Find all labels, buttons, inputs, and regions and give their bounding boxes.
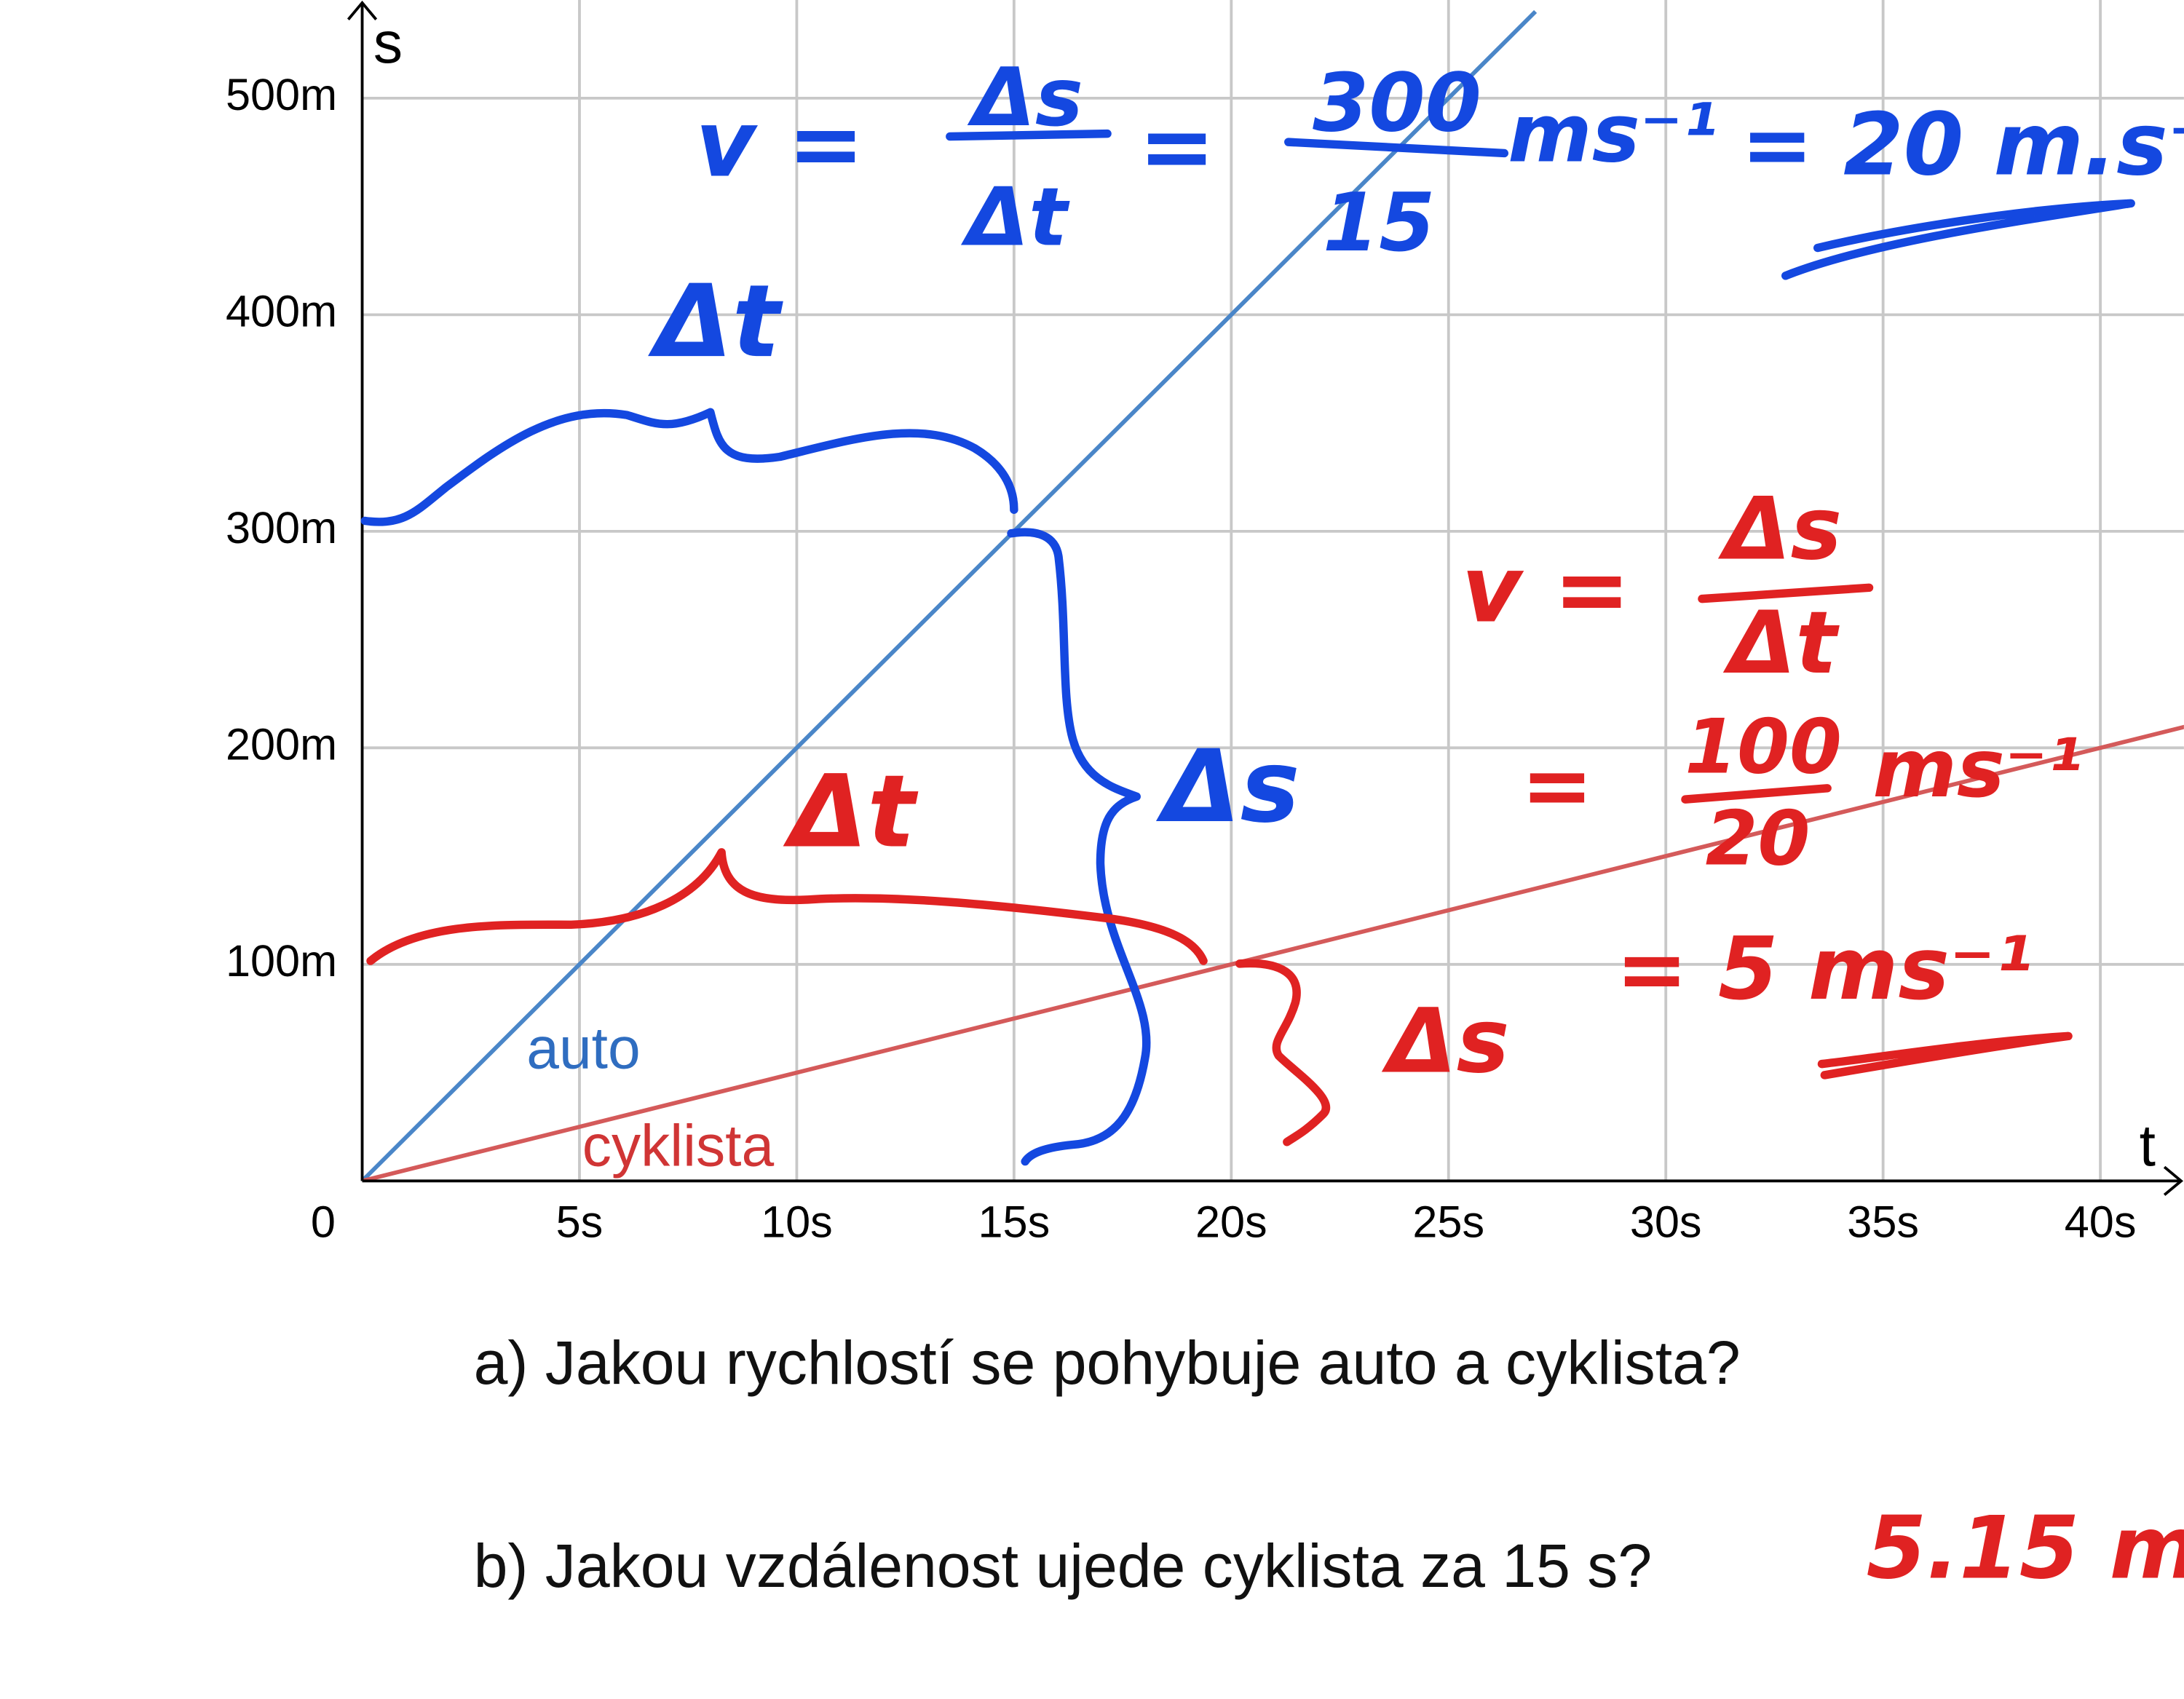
x-tick-label: 5s <box>556 1197 604 1247</box>
series-label: cyklista <box>582 1113 775 1179</box>
x-arrow <box>2163 1165 2184 1196</box>
x-tick-label: 30s <box>1630 1197 1702 1247</box>
handwritten-annotation: = 5 ms⁻¹ <box>1615 919 2033 1019</box>
question: b) Jakou vzdálenost ujede cyklista za 15… <box>474 1532 1653 1600</box>
handwritten-annotation: 300 <box>1313 56 1481 150</box>
handwritten-annotation: = <box>1139 93 1216 200</box>
y-tick-label: 200m <box>226 720 337 769</box>
axes <box>347 0 2184 1196</box>
handwritten-annotation: Δs <box>1381 989 1510 1093</box>
series-label: auto <box>526 1016 640 1082</box>
y-arrow <box>347 0 378 21</box>
handwritten-annotation: Δt <box>783 754 919 871</box>
handwritten-annotation: Δt <box>960 170 1070 264</box>
handwritten-annotation: Δs <box>1155 729 1300 845</box>
question: a) Jakou rychlostí se pohybuje auto a cy… <box>474 1328 1741 1397</box>
brace <box>360 408 1018 526</box>
series-line <box>362 9 1538 1181</box>
handwritten-annotation: Δs <box>1718 478 1842 579</box>
plot-area <box>362 9 2184 1181</box>
handwritten-annotation: v = <box>1462 536 1631 643</box>
handwritten-annotation: 20 <box>1706 796 1811 883</box>
handwritten-annotation: ms⁻¹ <box>1872 722 2083 816</box>
handwritten-annotation: = <box>1521 734 1593 835</box>
handwritten-annotation: ms⁻¹ <box>1508 87 1718 181</box>
handwritten-annotation: 15 <box>1323 176 1435 270</box>
brace <box>1235 959 1331 1146</box>
y-tick-label: 500m <box>226 70 337 119</box>
y-tick-label: 100m <box>226 936 337 986</box>
x-tick-label: 15s <box>978 1197 1051 1247</box>
x-tick-label: 10s <box>761 1197 833 1247</box>
handwritten-annotation: Δt <box>647 264 784 380</box>
handwritten-annotation: Δt <box>1723 593 1840 693</box>
handwritten-annotation: Δs <box>967 51 1083 145</box>
underline <box>1781 199 2135 280</box>
fraction-bar <box>1681 784 1832 804</box>
underline <box>1817 1031 2073 1080</box>
handwritten-annotation: = 20 m.s⁻¹ <box>1741 94 2184 194</box>
handwritten-annotation: v = <box>695 90 864 197</box>
origin-label: 0 <box>311 1197 336 1247</box>
x-tick-label: 25s <box>1412 1197 1484 1247</box>
x-tick-label: 40s <box>2065 1197 2137 1247</box>
y-axis-label: s <box>373 10 403 76</box>
x-tick-label: 35s <box>1847 1197 1919 1247</box>
x-tick-label: 20s <box>1195 1197 1267 1247</box>
series-line <box>362 724 2184 1181</box>
fraction-bar <box>946 129 1112 141</box>
fraction-bar <box>1284 138 1509 158</box>
brace <box>366 848 1208 965</box>
handwritten-annotation: 5.15 m <box>1867 1498 2184 1599</box>
y-tick-label: 400m <box>226 287 337 336</box>
handwriting-strokes <box>360 129 2135 1166</box>
handwritten-annotation: 100 <box>1685 703 1842 791</box>
fraction-bar <box>1698 583 1874 603</box>
brace <box>1007 528 1151 1166</box>
x-axis-label: t <box>2140 1113 2156 1179</box>
y-tick-label: 300m <box>226 503 337 553</box>
